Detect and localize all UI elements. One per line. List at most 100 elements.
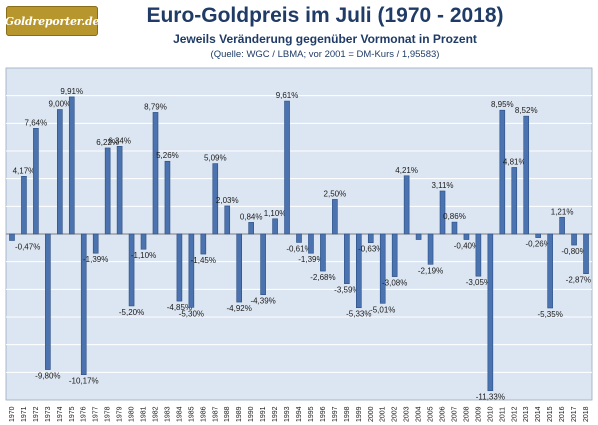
chart-title: Euro-Goldpreis im Juli (1970 - 2018) xyxy=(146,4,504,27)
bar-1980 xyxy=(128,233,135,307)
data-label-1997: 2,50% xyxy=(324,189,347,198)
bar-2005 xyxy=(427,233,434,265)
bar-1999 xyxy=(355,233,362,309)
x-tick-label-1976: 1976 xyxy=(81,406,88,422)
x-tick-label-2010: 2010 xyxy=(487,406,494,422)
bar-2015 xyxy=(547,233,553,309)
data-label-2014: -0,26% xyxy=(526,240,551,249)
data-label-1983: 5,26% xyxy=(156,151,179,160)
data-label-2008: -0,40% xyxy=(454,242,479,251)
bar-2013 xyxy=(523,115,530,235)
bar-1971 xyxy=(21,176,27,235)
x-tick-label-2004: 2004 xyxy=(416,406,423,422)
bar-1993 xyxy=(284,100,290,235)
chart-subtitle: Jeweils Veränderung gegenüber Vormonat i… xyxy=(173,32,477,46)
x-tick-label-1972: 1972 xyxy=(33,406,40,422)
x-tick-label-1986: 1986 xyxy=(200,406,207,422)
bar-1987 xyxy=(212,163,219,235)
bar-1977 xyxy=(92,233,99,254)
x-tick-label-2018: 2018 xyxy=(583,406,590,422)
x-tick-label-2008: 2008 xyxy=(463,406,470,422)
x-tick-label-1982: 1982 xyxy=(152,406,159,422)
bar-1992 xyxy=(272,218,278,235)
bar-1986 xyxy=(200,233,207,255)
data-label-2003: 4,21% xyxy=(395,166,418,175)
bar-2008 xyxy=(463,233,470,240)
x-tick-label-1985: 1985 xyxy=(188,406,195,422)
bar-1984 xyxy=(176,233,183,302)
bar-1970 xyxy=(9,233,15,241)
data-label-1972: 7,64% xyxy=(25,118,48,127)
data-label-1984: -4,85% xyxy=(167,303,192,312)
data-label-2015: -5,35% xyxy=(537,310,562,319)
bar-1995 xyxy=(308,233,314,254)
data-label-1994: -0,61% xyxy=(286,244,311,253)
data-label-1980: -5,20% xyxy=(119,308,144,317)
data-label-1992: 1,10% xyxy=(264,209,287,218)
data-label-1991: -4,39% xyxy=(250,297,275,306)
bar-2000 xyxy=(367,233,374,244)
data-label-2012: 4,81% xyxy=(503,157,526,166)
x-tick-label-1993: 1993 xyxy=(284,406,291,422)
data-label-2011: 8,95% xyxy=(491,100,514,109)
data-label-2018: -2,87% xyxy=(566,276,591,285)
data-label-1978: 6,22% xyxy=(96,138,119,147)
bar-2003 xyxy=(403,175,410,235)
data-label-1976: -10,17% xyxy=(69,377,99,386)
x-tick-label-2009: 2009 xyxy=(475,406,482,422)
x-tick-label-2015: 2015 xyxy=(547,406,554,422)
data-label-1989: -4,92% xyxy=(227,304,252,313)
x-tick-label-2013: 2013 xyxy=(523,406,530,422)
bar-1994 xyxy=(296,233,302,243)
x-tick-label-2000: 2000 xyxy=(368,406,375,422)
x-tick-label-1995: 1995 xyxy=(308,406,315,422)
bar-2010 xyxy=(487,233,494,392)
bar-2011 xyxy=(499,109,506,235)
data-label-1987: 5,09% xyxy=(204,154,227,163)
bar-1996 xyxy=(320,233,326,272)
bar-1991 xyxy=(260,233,266,296)
bar-2002 xyxy=(391,233,398,277)
x-tick-label-2003: 2003 xyxy=(404,406,411,422)
x-tick-label-1997: 1997 xyxy=(332,406,339,422)
bar-1985 xyxy=(188,233,195,308)
x-tick-label-1988: 1988 xyxy=(224,406,231,422)
logo-text: Goldreporter.de xyxy=(4,14,100,28)
x-tick-label-1989: 1989 xyxy=(236,406,243,422)
data-label-2007: 0,86% xyxy=(443,212,466,221)
x-tick-label-1992: 1992 xyxy=(272,406,279,422)
data-label-2017: -0,80% xyxy=(561,247,586,256)
bar-1988 xyxy=(224,205,231,235)
bar-2016 xyxy=(559,216,565,235)
data-label-1990: 0,84% xyxy=(240,212,263,221)
x-tick-label-2014: 2014 xyxy=(535,406,542,422)
bar-2017 xyxy=(571,233,577,246)
bar-2014 xyxy=(535,233,541,238)
data-label-2016: 1,21% xyxy=(551,207,574,216)
data-label-1971: 4,17% xyxy=(13,166,36,175)
bar-2007 xyxy=(451,221,458,235)
data-label-1996: -2,68% xyxy=(310,273,335,282)
data-label-1975: 9,91% xyxy=(60,87,83,96)
bar-1972 xyxy=(33,128,39,235)
bar-2004 xyxy=(415,233,422,240)
data-label-1988: 2,03% xyxy=(216,196,239,205)
bar-1979 xyxy=(116,145,123,235)
bar-1978 xyxy=(104,147,111,235)
bar-1982 xyxy=(152,112,159,235)
data-label-2005: -2,19% xyxy=(418,266,443,275)
data-label-2002: -3,08% xyxy=(382,279,407,288)
x-tick-label-1987: 1987 xyxy=(212,406,219,422)
bar-1976 xyxy=(80,233,87,375)
x-tick-label-1975: 1975 xyxy=(69,406,76,422)
data-label-1973: -9,80% xyxy=(35,372,60,381)
bar-2001 xyxy=(379,233,386,304)
x-tick-label-2017: 2017 xyxy=(571,406,578,422)
x-tick-label-1990: 1990 xyxy=(248,406,255,422)
data-label-1999: -5,33% xyxy=(346,310,371,319)
x-tick-label-2006: 2006 xyxy=(440,406,447,422)
x-tick-label-1974: 1974 xyxy=(57,406,64,422)
bar-2009 xyxy=(475,233,482,277)
bar-1997 xyxy=(332,199,338,235)
